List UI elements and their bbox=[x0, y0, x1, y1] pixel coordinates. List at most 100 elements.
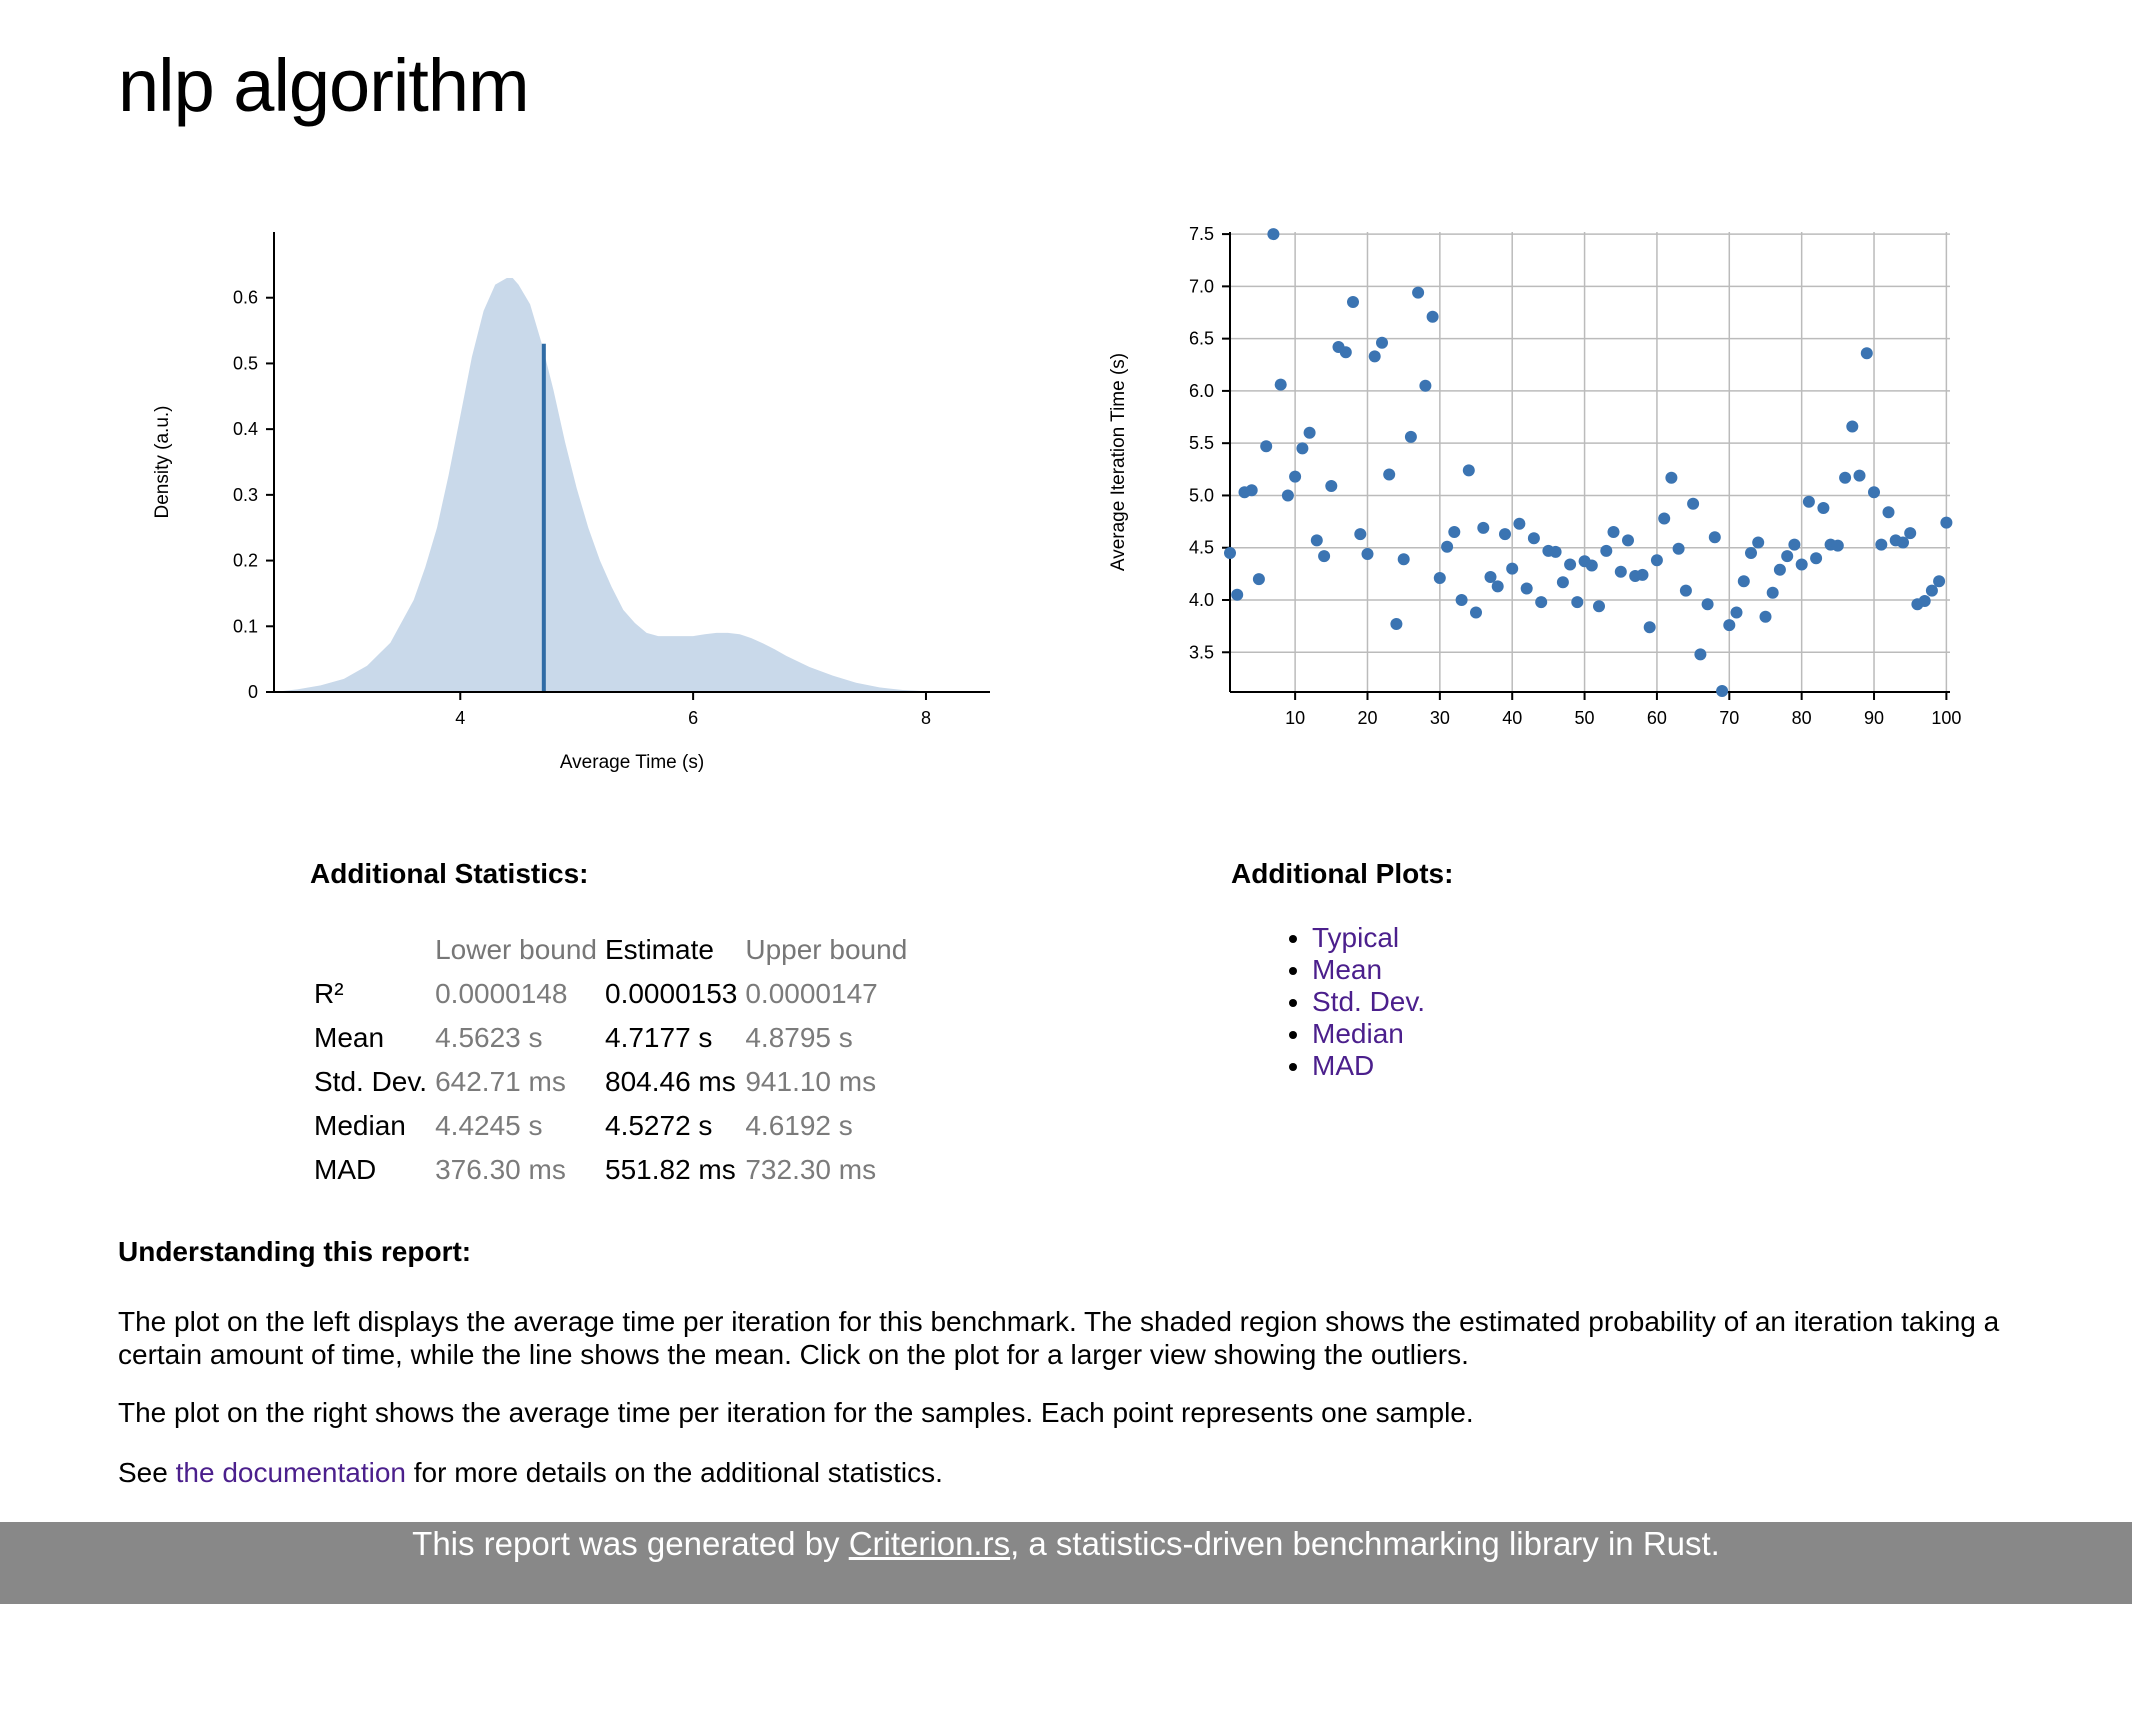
data-point bbox=[1491, 580, 1504, 593]
list-item: Mean bbox=[1312, 954, 1425, 986]
data-point bbox=[1904, 527, 1917, 540]
doc-note-prefix: See bbox=[118, 1457, 176, 1488]
data-point bbox=[1730, 606, 1743, 619]
iteration-times-chart: 3.5 4.0 4.5 5.0 5.5 6.0 6.5 7.0 7.5 10 20 30 40 50 60 7… bbox=[1108, 224, 1961, 728]
y-tick-label: 0.6 bbox=[233, 288, 258, 308]
plot-link-typical[interactable]: Typical bbox=[1312, 922, 1400, 953]
density-chart[interactable]: 0 0.1 0.2 0.3 0.4 0.5 0.6 4 6 8 Average Time (s) De… bbox=[130, 210, 1010, 790]
data-point bbox=[1231, 588, 1244, 601]
data-point bbox=[1318, 550, 1331, 563]
y-tick-label: 6.5 bbox=[1189, 329, 1214, 349]
data-point bbox=[1752, 536, 1765, 549]
density-area bbox=[274, 278, 938, 692]
header-estimate: Estimate bbox=[605, 934, 714, 965]
data-point bbox=[1897, 536, 1909, 549]
data-point bbox=[1419, 379, 1432, 392]
data-point bbox=[1390, 618, 1403, 630]
upper-bound-cell: 4.8795 s bbox=[745, 1022, 853, 1053]
data-point bbox=[1267, 228, 1280, 241]
plot-link-std-dev[interactable]: Std. Dev. bbox=[1312, 986, 1426, 1017]
data-point bbox=[1433, 572, 1446, 584]
data-point bbox=[1404, 430, 1417, 443]
y-tick-label: 3.5 bbox=[1189, 642, 1214, 662]
additional-plots-heading: Additional Plots: bbox=[1231, 858, 1454, 889]
data-point bbox=[1875, 538, 1888, 551]
data-point bbox=[1745, 547, 1757, 559]
upper-bound-cell: 941.10 ms bbox=[745, 1066, 877, 1097]
data-point bbox=[1347, 296, 1359, 308]
upper-bound-cell: 732.30 ms bbox=[745, 1154, 877, 1185]
data-point bbox=[1564, 558, 1577, 571]
data-point bbox=[1607, 526, 1620, 538]
plot-link-median[interactable]: Median bbox=[1312, 1018, 1404, 1049]
data-point bbox=[1802, 495, 1815, 508]
plot-link-mean[interactable]: Mean bbox=[1312, 954, 1383, 985]
data-point bbox=[1462, 464, 1475, 477]
table-row: R² 0.0000148 0.0000153 0.0000147 bbox=[310, 972, 911, 1016]
y-tick-label: 6.0 bbox=[1189, 381, 1214, 401]
x-tick-label: 60 bbox=[1647, 708, 1667, 728]
data-point bbox=[1868, 486, 1880, 499]
understanding-heading: Understanding this report: bbox=[118, 1236, 472, 1267]
data-point bbox=[1441, 540, 1454, 553]
data-point bbox=[1810, 552, 1823, 565]
estimate-cell: 0.0000153 bbox=[605, 978, 738, 1009]
list-item: MAD bbox=[1312, 1050, 1425, 1082]
y-tick-label: 0 bbox=[248, 682, 258, 702]
y-axis-label: Density (a.u.) bbox=[152, 406, 173, 519]
data-point bbox=[1549, 545, 1562, 558]
documentation-link[interactable]: the documentation bbox=[175, 1457, 406, 1488]
x-tick-label: 40 bbox=[1502, 708, 1522, 728]
y-tick-label: 4.5 bbox=[1189, 538, 1214, 558]
data-point bbox=[1593, 600, 1605, 613]
x-tick-label: 70 bbox=[1719, 708, 1739, 728]
lower-bound-cell: 4.4245 s bbox=[435, 1110, 543, 1141]
y-tick-label: 0.1 bbox=[233, 616, 258, 636]
data-point bbox=[1260, 440, 1273, 453]
data-point bbox=[1303, 426, 1316, 439]
list-item: Std. Dev. bbox=[1312, 986, 1425, 1018]
data-point bbox=[1817, 502, 1830, 514]
table-row: Median 4.4245 s 4.5272 s 4.6192 s bbox=[310, 1104, 911, 1148]
y-tick-label: 0.3 bbox=[233, 485, 258, 505]
data-point bbox=[1766, 586, 1779, 599]
explanation-left-plot: The plot on the left displays the averag… bbox=[118, 1306, 2000, 1370]
data-point bbox=[1376, 336, 1388, 349]
header-upper-bound: Upper bound bbox=[745, 934, 908, 965]
y-tick-label: 0.2 bbox=[233, 551, 258, 571]
x-tick-label: 50 bbox=[1575, 708, 1595, 728]
statistics-table: Lower bound Estimate Upper bound R² 0.00… bbox=[310, 928, 911, 1192]
data-point bbox=[1426, 310, 1439, 323]
data-point bbox=[1672, 542, 1685, 555]
table-row: Mean 4.5623 s 4.7177 s 4.8795 s bbox=[310, 1016, 911, 1060]
plot-link-mad[interactable]: MAD bbox=[1312, 1050, 1375, 1081]
data-point bbox=[1650, 554, 1663, 567]
data-point bbox=[1361, 548, 1374, 560]
x-axis-label: Average Time (s) bbox=[560, 752, 704, 773]
y-axis-label: Average Iteration Time (s) bbox=[1108, 353, 1129, 571]
footer: This report was generated by Criterion.r… bbox=[0, 1522, 2132, 1604]
x-tick-label: 6 bbox=[688, 708, 698, 728]
y-tick-label: 5.5 bbox=[1189, 433, 1214, 453]
data-point bbox=[1571, 596, 1584, 609]
data-point bbox=[1853, 469, 1866, 482]
data-point bbox=[1773, 563, 1786, 576]
data-point bbox=[1397, 553, 1410, 566]
estimate-cell: 804.46 ms bbox=[605, 1066, 736, 1097]
y-tick-label: 7.0 bbox=[1189, 276, 1214, 296]
footer-prefix: This report was generated by bbox=[412, 1525, 849, 1562]
criterion-link[interactable]: Criterion.rs bbox=[848, 1525, 1011, 1562]
x-tick-label: 100 bbox=[1931, 708, 1961, 728]
row-label: R² bbox=[314, 978, 344, 1009]
x-tick-label: 90 bbox=[1864, 708, 1884, 728]
data-point bbox=[1781, 550, 1794, 563]
x-tick-label: 8 bbox=[921, 708, 931, 728]
data-point bbox=[1600, 544, 1613, 557]
data-point bbox=[1535, 596, 1548, 609]
upper-bound-cell: 0.0000147 bbox=[745, 978, 878, 1009]
data-point bbox=[1759, 610, 1772, 623]
data-point bbox=[1245, 484, 1258, 497]
lower-bound-cell: 376.30 ms bbox=[435, 1154, 566, 1185]
data-point bbox=[1846, 420, 1859, 433]
data-point bbox=[1252, 573, 1265, 586]
